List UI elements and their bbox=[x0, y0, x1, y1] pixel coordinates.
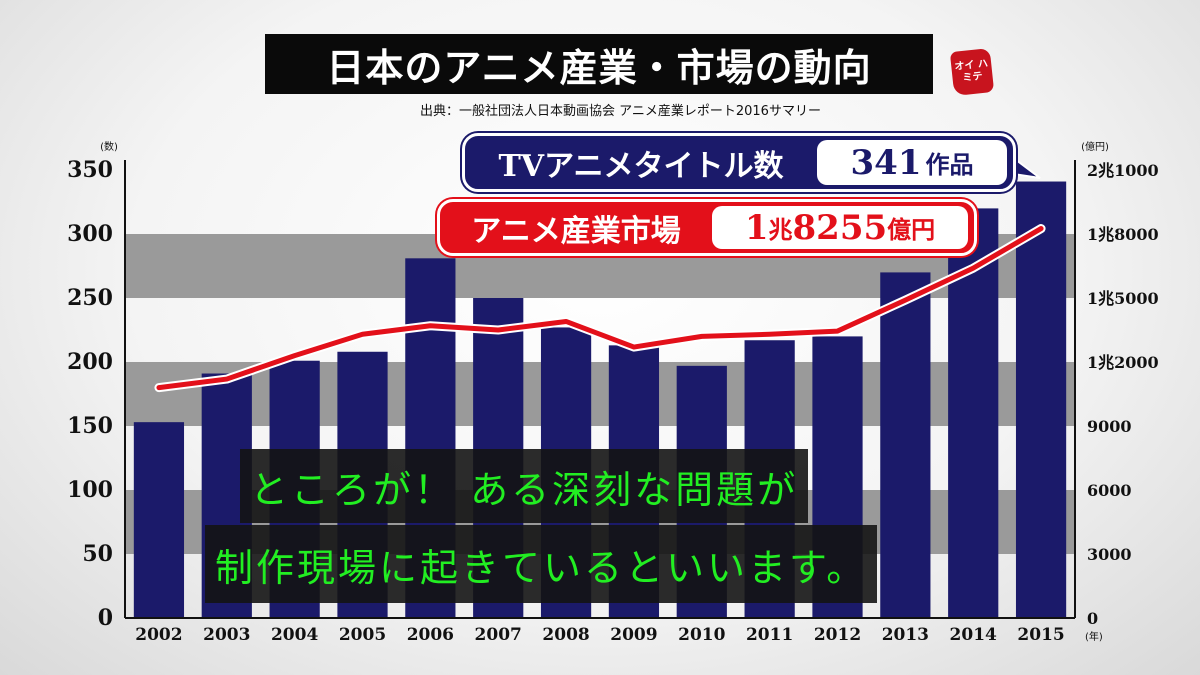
x-tick-label: 2009 bbox=[610, 625, 657, 645]
tv-titles-unit: 作品 bbox=[925, 150, 974, 179]
right-tick-label: 1兆2000 bbox=[1087, 353, 1159, 372]
right-tick-label: 1兆5000 bbox=[1087, 289, 1159, 308]
tv-titles-label: TVアニメタイトル数 bbox=[498, 148, 784, 184]
x-tick-label: 2014 bbox=[950, 625, 997, 645]
market-label: アニメ産業市場 bbox=[471, 213, 681, 249]
x-tick-label: 2003 bbox=[203, 625, 250, 645]
right-tick-label: 0 bbox=[1087, 609, 1098, 628]
chart-band bbox=[125, 362, 1075, 426]
bar-2002 bbox=[133, 422, 185, 618]
market-value-b: 8255 bbox=[792, 207, 888, 248]
left-tick-label: 150 bbox=[67, 413, 113, 439]
tv-titles-value: 341 bbox=[850, 142, 922, 183]
tv-titles-callout: TVアニメタイトル数 341 作品 bbox=[462, 133, 1016, 192]
tv-titles-value-box: 341 作品 bbox=[817, 140, 1007, 185]
x-tick-label: 2011 bbox=[746, 625, 793, 645]
chart-axes bbox=[124, 160, 1076, 619]
right-tick-label: 3000 bbox=[1087, 545, 1132, 564]
subtitle-line-2: 制作現場に起きているといいます。 bbox=[205, 525, 878, 603]
logo-stamp: オイ ハミテ bbox=[949, 48, 995, 96]
x-axis-unit: (年) bbox=[1085, 630, 1103, 643]
right-axis-unit: (億円) bbox=[1081, 140, 1109, 153]
market-value-a: 1 bbox=[744, 207, 769, 248]
x-tick-label: 2013 bbox=[882, 625, 929, 645]
subtitle-line-1: ところが！ ある深刻な問題が bbox=[240, 449, 809, 523]
x-tick-label: 2012 bbox=[814, 625, 861, 645]
market-value-box: 1 兆 8255 億円 bbox=[712, 206, 968, 249]
x-tick-label: 2006 bbox=[407, 625, 454, 645]
chart-line bbox=[154, 224, 1046, 393]
left-tick-label: 300 bbox=[67, 221, 113, 247]
market-line bbox=[156, 226, 1044, 391]
x-tick-label: 2004 bbox=[271, 625, 318, 645]
left-tick-label: 250 bbox=[67, 285, 113, 311]
bar-2015 bbox=[1015, 181, 1067, 618]
x-tick-label: 2005 bbox=[339, 625, 386, 645]
x-tick-label: 2002 bbox=[135, 625, 182, 645]
market-unit-b: 億円 bbox=[887, 215, 936, 244]
right-tick-label: 2兆1000 bbox=[1087, 161, 1159, 180]
left-tick-label: 0 bbox=[98, 605, 113, 631]
page-title: 日本のアニメ産業・市場の動向 bbox=[265, 34, 933, 94]
x-tick-label: 2010 bbox=[678, 625, 725, 645]
x-tick-label: 2015 bbox=[1017, 625, 1064, 645]
left-tick-label: 350 bbox=[67, 157, 113, 183]
x-tick-label: 2008 bbox=[542, 625, 589, 645]
x-tick-label: 2007 bbox=[475, 625, 522, 645]
left-tick-label: 200 bbox=[67, 349, 113, 375]
left-axis-unit: (数) bbox=[100, 140, 118, 153]
source-citation: 出典：一般社団法人日本動画協会 アニメ産業レポート2016サマリー bbox=[420, 104, 821, 119]
bar-2013 bbox=[880, 272, 931, 618]
left-tick-label: 100 bbox=[67, 477, 113, 503]
market-callout: アニメ産業市場 1 兆 8255 億円 bbox=[437, 199, 977, 256]
market-unit-a: 兆 bbox=[768, 215, 793, 244]
right-tick-label: 1兆8000 bbox=[1087, 225, 1159, 244]
left-tick-label: 50 bbox=[82, 541, 113, 567]
right-tick-label: 9000 bbox=[1087, 417, 1132, 436]
right-tick-label: 6000 bbox=[1087, 481, 1132, 500]
